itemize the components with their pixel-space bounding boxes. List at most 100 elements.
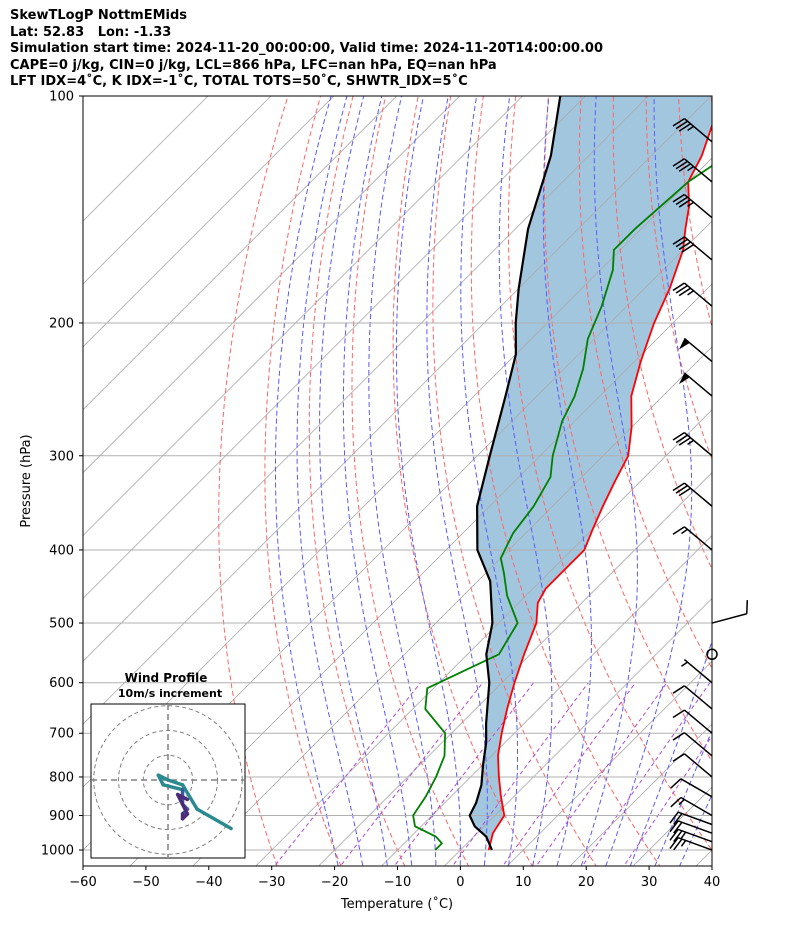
y-tick-label: 900 [49,809,74,824]
wind-barb [672,193,713,219]
y-tick-label: 300 [49,449,74,464]
cape-fill [469,96,712,850]
hodograph-segment [175,792,190,802]
hodograph-segment [166,778,185,787]
dewpoint-line [412,164,712,851]
isotherm-line [129,283,712,866]
wind-barb [672,482,713,507]
hodograph-segment [161,783,185,792]
y-tick-label: 1000 [41,844,74,859]
isotherm-line [83,96,649,662]
inset-subtitle: 10m/s increment [118,687,222,700]
isotherm-line [83,96,398,411]
isotherm-line [83,96,524,537]
dry-adiabat [741,62,794,882]
wind-barb [669,820,713,834]
wind-barb [672,685,713,710]
isotherm-line [83,96,209,222]
mixing-ratio-lines [273,682,712,866]
isotherm-line [744,61,794,881]
temperature-line [487,123,712,851]
wind-barb [669,828,713,843]
location-text: Lat: 52.83 Lon: -1.33 [10,24,172,40]
cape-area [469,96,712,850]
x-tick-label: −30 [258,875,285,890]
isotherm-line [83,96,461,474]
dry-adiabat [578,96,712,670]
wind-barb [679,337,713,363]
moist-adiabat [654,729,712,866]
dry-adiabat [432,96,597,866]
mixing-ratio-line [535,682,668,866]
wind-barb [672,282,713,307]
chart-header: SkewTLogP NottmEMids Lat: 52.83 Lon: -1.… [10,8,603,91]
wind-barb [679,372,713,397]
x-tick-label: −60 [69,875,96,890]
hodograph-segment [156,773,165,787]
wind-barb [669,811,713,826]
y-axis-label: Pressure (hPa) [19,434,34,527]
wind-barb [670,778,713,798]
y-tick-label: 400 [49,543,74,558]
dry-adiabat [308,96,406,866]
mixing-ratio-line [393,682,535,866]
stability-indices-text: LFT IDX=4˚C, K IDX=-1˚C, TOTAL TOTS=50˚C… [10,74,468,89]
mixing-ratio-line [339,682,484,866]
isotherm-line [255,409,712,866]
isotherm-line [506,660,712,866]
dry-adiabat [351,96,470,866]
inset-title: Wind Profile [125,671,208,685]
axes: Temperature (˚C) Pressure (hPa) −60 −50 −4… [19,90,720,913]
x-tick-label: −50 [132,875,159,890]
y-tick-label: 800 [49,770,74,785]
y-tick-label: 700 [49,727,74,742]
isotherm-line [83,96,586,599]
mixing-ratio-line [451,682,589,866]
dry-adiabat [678,96,712,330]
y-tick-label: 500 [49,617,74,632]
isotherm-line [83,96,272,285]
isotherm-line [318,472,712,866]
y-tick-label: 200 [49,316,74,331]
wind-barb [672,526,713,551]
wind-barb [672,158,713,183]
x-tick-label: 40 [704,875,721,890]
moist-adiabat [395,96,461,866]
dry-adiabat [710,96,712,113]
x-tick-label: −20 [321,875,348,890]
x-tick-label: −10 [384,875,411,890]
chart-title: SkewTLogP NottmEMids [10,8,188,23]
moist-adiabat [319,96,388,866]
x-tick-label: 20 [578,875,595,890]
x-tick-label: 30 [641,875,658,890]
hodograph-segment [180,802,190,816]
wind-barb [672,709,713,734]
wind-barbs [669,117,749,851]
moist-adiabat [296,96,364,866]
hodograph-inset: Wind Profile 10m/s increment [90,671,246,859]
dry-adiabat [773,62,794,882]
x-tick-label: −40 [195,875,222,890]
isotherm-line [443,597,712,866]
isotherm-line [695,849,712,866]
wind-barb [681,659,713,684]
wind-barb [672,753,713,778]
mixing-ratio-line [581,682,711,866]
wind-barb [672,732,713,757]
isotherm-line [83,96,712,725]
mixing-ratio-line [273,682,421,866]
moist-adiabat [426,96,488,866]
wind-barb [672,117,713,143]
wind-barb [672,236,713,261]
x-tick-label: 0 [456,875,464,890]
hodograph [91,704,245,858]
convective-params-text: CAPE=0 j/kg, CIN=0 j/kg, LCL=866 hPa, LF… [10,57,497,73]
isotherm-line [569,723,712,866]
dry-adiabat [264,96,342,866]
x-tick-label: 10 [515,875,532,890]
wind-barb [670,796,713,817]
hodograph-segment [195,807,233,831]
wind-barb [672,431,713,457]
dry-adiabat [470,96,661,866]
